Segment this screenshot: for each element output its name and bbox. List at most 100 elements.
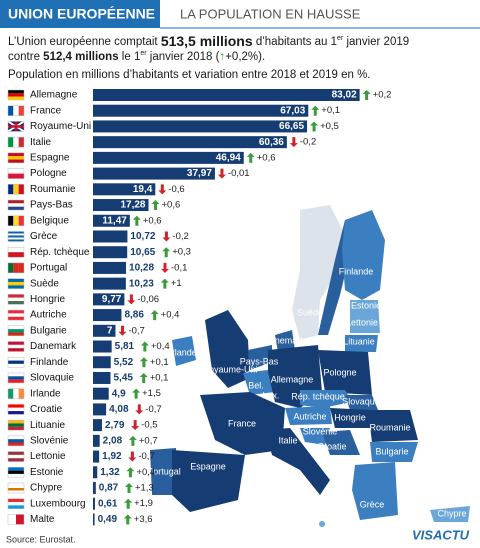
- flag-border: [7, 356, 25, 368]
- flag: [8, 278, 24, 282]
- change-label: +1,3: [135, 483, 154, 494]
- bar: [93, 482, 96, 494]
- bar: [93, 450, 100, 463]
- bar: [93, 309, 122, 322]
- change-label: -0,6: [168, 184, 184, 195]
- change-label: +0,4: [151, 341, 170, 352]
- change-arrow: [311, 105, 320, 116]
- intro-part: ).: [258, 51, 265, 63]
- change-arrow: [158, 184, 167, 195]
- change-arrow: [123, 514, 132, 525]
- flag: [13, 388, 19, 399]
- category-label: Estonie: [30, 467, 64, 478]
- change-label: +0,6: [161, 200, 180, 211]
- bar: [93, 371, 111, 384]
- flag: [8, 252, 24, 258]
- value-label: 17,28: [120, 200, 145, 211]
- value-label: 7: [107, 325, 113, 336]
- flag: [18, 215, 24, 226]
- flag-border: [7, 262, 25, 274]
- change-arrow: [150, 310, 159, 321]
- value-label: 2,79: [105, 420, 125, 431]
- map-label: Royaume-Uni: [202, 364, 257, 374]
- change-label: -0,7: [145, 404, 161, 415]
- flag: [8, 200, 24, 204]
- flag-border: [7, 246, 25, 258]
- category-label: Allemagne: [30, 90, 78, 101]
- map-label: Irlande: [169, 347, 197, 357]
- header-tag-bg: [0, 0, 160, 28]
- flag: [8, 488, 24, 491]
- flag-border: [7, 467, 25, 478]
- map-label: Malte: [331, 518, 353, 528]
- flag: [8, 235, 24, 238]
- flag: [8, 316, 24, 321]
- bar: [93, 293, 125, 306]
- bar: [93, 434, 100, 447]
- flag-border: [7, 435, 25, 447]
- flag: [8, 294, 24, 298]
- flag: [8, 281, 24, 286]
- bar: [93, 120, 308, 133]
- flag: [8, 152, 24, 157]
- change-arrow: [118, 325, 127, 336]
- flag: [8, 239, 24, 242]
- flag: [8, 297, 24, 302]
- value-label: 10,65: [130, 247, 155, 258]
- flag-border: [7, 215, 25, 227]
- bar: [93, 261, 127, 274]
- map-label: Hongrie: [334, 412, 366, 422]
- change-arrow: [289, 137, 298, 148]
- flag-border: [7, 168, 25, 179]
- intro-part: d’habitants au 1: [253, 36, 337, 48]
- change-arrow: [132, 388, 141, 399]
- change-arrow: [127, 294, 136, 305]
- category-label: Pays-Bas: [30, 200, 73, 211]
- category-label: Royaume-Uni: [30, 121, 91, 132]
- map-label: Slovaquie: [342, 396, 382, 406]
- map-label: Suède: [297, 307, 323, 317]
- bars: Allemagne 83,02 +0,2 France 67,03 +0,1 Royaume…: [7, 89, 392, 526]
- bar: [93, 89, 360, 101]
- value-label: 10,28: [129, 263, 154, 274]
- bar: [93, 214, 130, 227]
- flag: [8, 301, 24, 305]
- change-label: +0,6: [257, 152, 276, 163]
- intro-total: 513,5 millions: [161, 33, 253, 49]
- change-label: +0,2: [373, 90, 392, 101]
- flag-border: [7, 514, 25, 525]
- value-label: 4,9: [112, 388, 126, 399]
- flag-border: [7, 105, 25, 116]
- bar: [93, 230, 128, 243]
- value-label: 10,72: [130, 231, 155, 242]
- map-label: Bel.: [248, 380, 264, 390]
- category-label: Danemark: [30, 341, 77, 352]
- flag-border: [7, 89, 25, 101]
- category-label: Slovaquie: [30, 373, 74, 384]
- value-label: 0,87: [99, 483, 119, 494]
- bar: [93, 246, 128, 259]
- intro-line: L’Union européenne comptait 513,5 millio…: [8, 33, 409, 49]
- value-label: 1,92: [102, 451, 122, 462]
- value-label: 19,4: [133, 184, 153, 195]
- bar: [93, 466, 98, 479]
- category-label: Lituanie: [30, 420, 65, 431]
- map-label: France: [228, 418, 256, 428]
- source: Source: Eurostat.: [6, 534, 76, 544]
- bar: [93, 497, 95, 510]
- category-label: Malte: [30, 514, 55, 525]
- flag: [8, 498, 24, 503]
- flag: [8, 376, 24, 380]
- flag: [8, 206, 24, 211]
- flag-border: [7, 278, 25, 289]
- flag: [8, 90, 24, 94]
- flag: [8, 184, 14, 195]
- flag-border: [7, 372, 25, 384]
- bar: [93, 104, 309, 117]
- change-label: +3,6: [134, 514, 153, 525]
- value-label: 60,36: [259, 137, 284, 148]
- category-label: Hongrie: [30, 294, 65, 305]
- flag-border: [7, 184, 25, 195]
- intro-change: +0,2%: [225, 51, 258, 63]
- flag: [8, 121, 24, 132]
